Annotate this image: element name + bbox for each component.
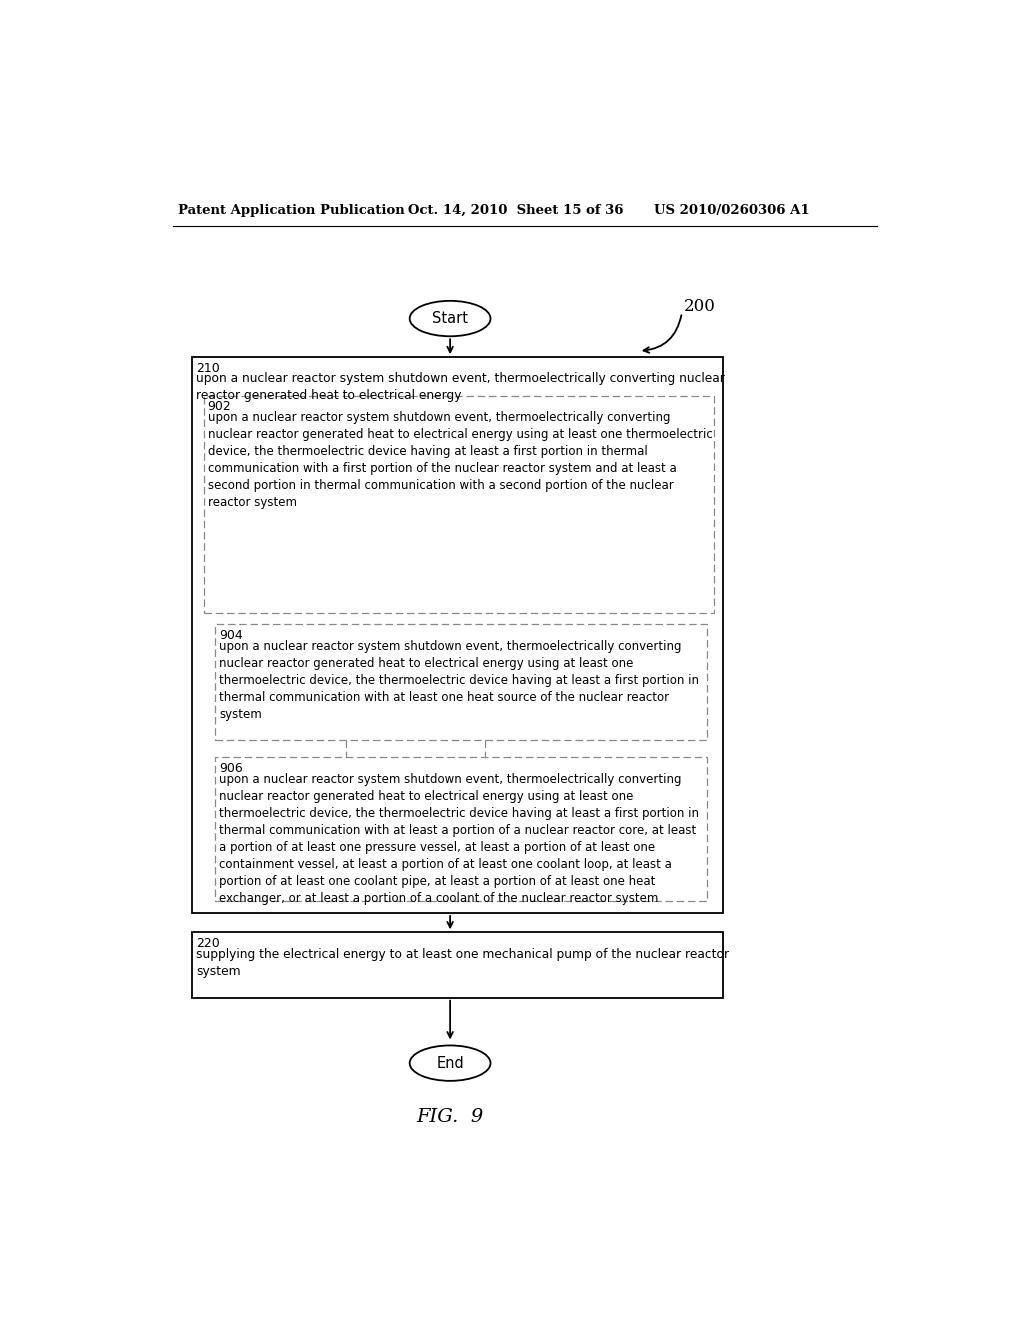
Bar [204,396,714,612]
Text: upon a nuclear reactor system shutdown event, thermoelectrically converting nucl: upon a nuclear reactor system shutdown e… [196,372,725,403]
Text: upon a nuclear reactor system shutdown event, thermoelectrically converting
nucl: upon a nuclear reactor system shutdown e… [219,774,699,906]
Text: 904: 904 [219,628,243,642]
Text: End: End [436,1056,464,1071]
Text: 210: 210 [196,362,220,375]
Text: 220: 220 [196,937,220,950]
Text: 906: 906 [219,762,243,775]
Text: US 2010/0260306 A1: US 2010/0260306 A1 [654,205,810,218]
Text: upon a nuclear reactor system shutdown event, thermoelectrically converting
nucl: upon a nuclear reactor system shutdown e… [219,640,699,721]
Bar [193,358,724,913]
Bar [215,624,707,739]
FancyArrowPatch shape [643,315,681,352]
Text: 902: 902 [208,400,231,413]
Bar [215,758,707,902]
Text: Patent Application Publication: Patent Application Publication [178,205,406,218]
Text: upon a nuclear reactor system shutdown event, thermoelectrically converting
nucl: upon a nuclear reactor system shutdown e… [208,411,713,510]
Bar [193,932,724,998]
Ellipse shape [410,301,490,337]
Text: FIG.  9: FIG. 9 [417,1107,483,1126]
Text: Start: Start [432,312,468,326]
Ellipse shape [410,1045,490,1081]
Text: Oct. 14, 2010  Sheet 15 of 36: Oct. 14, 2010 Sheet 15 of 36 [408,205,624,218]
Text: 200: 200 [683,298,716,314]
Text: supplying the electrical energy to at least one mechanical pump of the nuclear r: supplying the electrical energy to at le… [196,948,729,978]
